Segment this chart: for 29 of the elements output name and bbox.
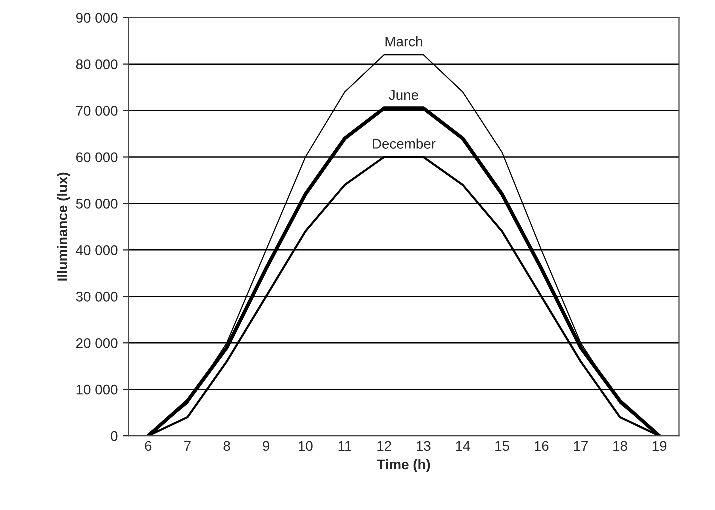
x-tick-label: 6: [145, 441, 152, 452]
y-tick-label: 60 000: [76, 152, 118, 162]
y-tick-label: 90 000: [76, 13, 118, 24]
y-tick-label: 80 000: [76, 60, 118, 70]
y-axis-title: Illuminance (lux): [57, 172, 70, 281]
x-tick-label: 19: [652, 441, 667, 452]
x-tick-label: 18: [614, 441, 628, 452]
x-tick-label: 8: [224, 441, 230, 452]
x-tick-label: 11: [338, 441, 352, 451]
series-label: December: [373, 138, 436, 149]
x-tick-label: 10: [299, 441, 313, 452]
x-tick-label: 16: [534, 441, 549, 452]
y-tick-label: 50 000: [76, 199, 118, 209]
x-tick-label: 13: [416, 441, 431, 452]
series-label: March: [386, 36, 422, 47]
x-tick-label: 15: [496, 441, 510, 452]
x-tick-label: 9: [263, 441, 270, 452]
y-tick-label: 20 000: [76, 338, 118, 348]
y-tick-label: 30 000: [76, 292, 118, 302]
y-tick-label: 10 000: [76, 384, 118, 395]
x-axis-title: Time (h): [377, 459, 430, 472]
y-tick-label: 40 000: [76, 246, 118, 256]
x-tick-label: 12: [378, 441, 392, 451]
y-tick-label: 70 000: [76, 106, 118, 116]
series-label: June: [389, 90, 418, 100]
x-tick-label: 17: [574, 441, 588, 451]
x-tick-label: 7: [184, 441, 191, 451]
x-tick-label: 14: [456, 441, 470, 451]
y-tick-label: 0: [111, 431, 118, 442]
